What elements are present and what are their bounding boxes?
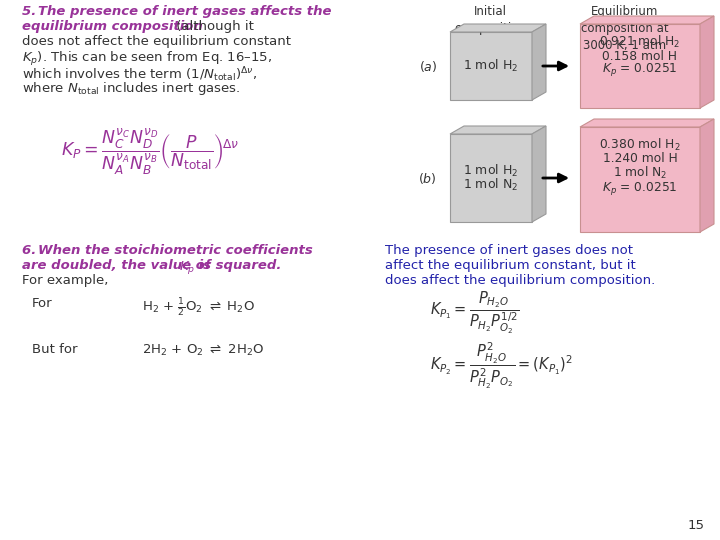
Text: affect the equilibrium constant, but it: affect the equilibrium constant, but it: [385, 259, 636, 272]
Text: For: For: [32, 297, 53, 310]
Text: 2H$_2$ + O$_2$ $\rightleftharpoons$ 2H$_2$O: 2H$_2$ + O$_2$ $\rightleftharpoons$ 2H$_…: [142, 343, 264, 358]
Text: 0.380 mol H$_2$: 0.380 mol H$_2$: [599, 137, 680, 153]
Text: $K_p$: $K_p$: [179, 259, 195, 276]
Text: The presence of inert gases affects the: The presence of inert gases affects the: [38, 5, 331, 18]
Text: 5.: 5.: [22, 5, 41, 18]
Polygon shape: [580, 127, 700, 232]
Text: which involves the term $(1/N_\mathrm{total})^{\Delta\nu}$,: which involves the term $(1/N_\mathrm{to…: [22, 65, 257, 84]
Text: $K_{P_2} = \dfrac{P^2_{H_2O}}{P^2_{H_2}P_{O_2}} = (K_{P_1})^2$: $K_{P_2} = \dfrac{P^2_{H_2O}}{P^2_{H_2}P…: [430, 340, 573, 391]
Text: equilibrium composition: equilibrium composition: [22, 20, 203, 33]
Text: $K_P = \dfrac{N_C^{\nu_C}N_D^{\nu_D}}{N_A^{\nu_A}N_B^{\nu_B}}\left(\dfrac{P}{N_\: $K_P = \dfrac{N_C^{\nu_C}N_D^{\nu_D}}{N_…: [61, 127, 239, 177]
Polygon shape: [450, 32, 532, 100]
Text: $(a)$: $(a)$: [418, 58, 437, 73]
Text: (although it: (although it: [172, 20, 254, 33]
Polygon shape: [450, 126, 546, 134]
Text: is squared.: is squared.: [194, 259, 282, 272]
Polygon shape: [450, 24, 546, 32]
Polygon shape: [580, 16, 714, 24]
Polygon shape: [450, 134, 532, 222]
Text: does not affect the equilibrium constant: does not affect the equilibrium constant: [22, 35, 291, 48]
Text: where $N_\mathrm{total}$ includes inert gases.: where $N_\mathrm{total}$ includes inert …: [22, 80, 240, 97]
Text: Equilibrium
composition at
3000 K, 1 atm: Equilibrium composition at 3000 K, 1 atm: [581, 5, 669, 52]
Polygon shape: [580, 119, 714, 127]
Text: For example,: For example,: [22, 274, 109, 287]
Text: $K_p$ = 0.0251: $K_p$ = 0.0251: [602, 180, 678, 198]
Text: H$_2$ + $\frac{1}{2}$O$_2$ $\rightleftharpoons$ H$_2$O: H$_2$ + $\frac{1}{2}$O$_2$ $\rightleftha…: [142, 297, 255, 319]
Text: $K_p$ = 0.0251: $K_p$ = 0.0251: [602, 62, 678, 78]
Text: 0.921 mol H$_2$: 0.921 mol H$_2$: [599, 34, 680, 50]
Text: 1 mol N$_2$: 1 mol N$_2$: [613, 165, 667, 181]
Text: 1 mol N$_2$: 1 mol N$_2$: [464, 177, 518, 193]
Text: $(b)$: $(b)$: [418, 171, 437, 186]
Text: 1 mol H$_2$: 1 mol H$_2$: [464, 163, 518, 179]
Text: $K_p$). This can be seen from Eq. 16–15,: $K_p$). This can be seen from Eq. 16–15,: [22, 50, 272, 68]
Polygon shape: [700, 16, 714, 108]
Text: 6.: 6.: [22, 244, 41, 257]
Text: 1.240 mol H: 1.240 mol H: [603, 152, 678, 165]
Text: 15: 15: [688, 519, 705, 532]
Text: does affect the equilibrium composition.: does affect the equilibrium composition.: [385, 274, 655, 287]
Text: 1 mol H$_2$: 1 mol H$_2$: [464, 58, 518, 74]
Text: But for: But for: [32, 343, 78, 356]
Polygon shape: [532, 24, 546, 100]
Text: are doubled, the value of: are doubled, the value of: [22, 259, 215, 272]
Text: When the stoichiometric coefficients: When the stoichiometric coefficients: [38, 244, 312, 257]
Text: Initial
composition: Initial composition: [454, 5, 526, 35]
Polygon shape: [532, 126, 546, 222]
Polygon shape: [580, 24, 700, 108]
Text: 0.158 mol H: 0.158 mol H: [603, 50, 678, 63]
Polygon shape: [700, 119, 714, 232]
Text: The presence of inert gases does not: The presence of inert gases does not: [385, 244, 633, 257]
Text: $K_{P_1} = \dfrac{P_{H_2O}}{P_{H_2}P_{O_2}^{1/2}}$: $K_{P_1} = \dfrac{P_{H_2O}}{P_{H_2}P_{O_…: [430, 290, 519, 336]
